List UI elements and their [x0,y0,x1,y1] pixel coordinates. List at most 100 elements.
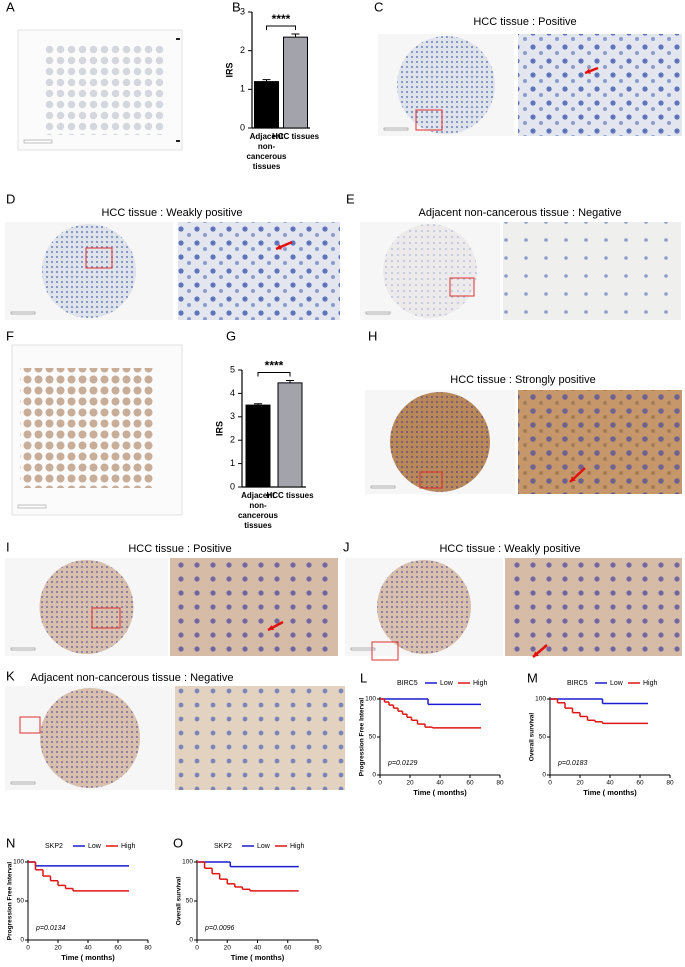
p-value: p=0.0129 [387,760,417,767]
panel-letter: N [6,835,15,850]
zoom-region [449,277,475,297]
significance-bracket [257,372,291,377]
legend-label: Low [610,680,624,687]
zoom-region [85,247,113,269]
legend-title: BIRC5 [567,680,588,687]
y-tick-label: 0 [230,481,235,491]
panel-letter: B [232,0,241,14]
y-tick-label: 5 [230,364,235,374]
zoom-image [175,686,345,790]
scale-bar [23,139,53,144]
y-tick-label: 50 [17,898,25,905]
x-tick-label: 60 [466,780,474,787]
x-tick-label: Adjacent non-cancerous tissues [237,491,279,530]
image-title: Adjacent non-cancerous tissue : Negative [30,672,233,684]
x-tick-label: 0 [548,780,552,787]
panel-letter: J [343,539,350,554]
bar [245,404,271,488]
y-tick-label: 100 [365,696,376,703]
error-bar [254,403,262,406]
error-bar [286,380,294,383]
image-title: Adjacent non-cancerous tissue : Negative [418,207,621,219]
bar [254,81,279,129]
bar [283,36,308,129]
arrow-head [585,68,591,74]
tissue-core [40,688,140,788]
y-tick-label: 3 [230,411,235,421]
slide-mark [176,140,180,142]
legend-label: Low [257,843,271,850]
x-tick-label: 60 [114,945,122,952]
tissue-core [42,224,136,318]
y-tick-label: 2 [240,45,245,55]
x-tick-label: 0 [26,945,30,952]
legend-title: BIRC5 [397,680,418,687]
arrow-head [533,651,539,657]
image-title: HCC tissue : Positive [473,16,576,28]
y-tick-label: 50 [186,898,194,905]
scale-bar [10,647,36,651]
y-tick-label: 0 [372,772,376,779]
legend-label: Low [88,843,102,850]
scale-bar [10,311,36,315]
image-title: HCC tissue : Weakly positive [439,543,580,555]
x-tick-label: 60 [284,945,292,952]
scale-bar [383,127,409,131]
zoom-image [518,34,682,136]
x-tick-label: 20 [54,945,62,952]
x-axis-label: Time ( months) [231,953,285,962]
significance-label: **** [272,12,291,26]
tissue-array-cores [20,368,155,488]
legend-label: High [121,843,136,850]
x-tick-label: 0 [195,945,199,952]
y-axis-label: IRS [214,421,224,436]
legend-label: Low [440,680,454,687]
y-tick-label: 50 [539,734,547,741]
y-axis-label: Overall survival [176,877,183,926]
x-tick-label: 40 [84,945,92,952]
x-tick-label: 80 [666,780,674,787]
arrow-head [570,476,576,482]
image-title: HCC tissue : Weakly positive [101,207,242,219]
arrow-head [268,624,274,631]
y-tick-label: 0 [542,772,546,779]
x-tick-label: 80 [496,780,504,787]
p-value: p=0.0134 [35,925,65,932]
legend-label: High [473,680,488,687]
tissue-core [390,392,490,492]
image-title: HCC tissue : Strongly positive [450,374,596,386]
scale-bar [370,485,396,489]
zoom-region [419,471,443,489]
scale-bar [10,781,36,785]
tissue-core [383,224,477,318]
x-tick-label: 20 [224,945,232,952]
significance-bracket [266,25,296,31]
zoom-image [518,390,682,494]
y-tick-label: 50 [369,734,377,741]
zoom-region [415,109,443,131]
panel-letter: E [346,191,355,206]
tissue-core [397,36,495,134]
p-value: p=0.0183 [557,760,587,767]
y-tick-label: 0 [189,937,193,944]
x-tick-label: 40 [436,780,444,787]
panel-letter: C [374,0,383,14]
y-tick-label: 0 [20,937,24,944]
zoom-image [505,558,682,656]
y-tick-label: 1 [240,84,245,94]
panel-letter: K [6,668,15,683]
scale-bar [17,504,47,509]
error-bar [291,33,300,38]
x-tick-label: HCC tissues [266,491,314,500]
scale-bar [365,311,391,315]
y-tick-label: 4 [230,388,235,398]
zoom-image [503,222,681,320]
y-axis-label: Progression Free Interval [359,698,366,777]
zoom-image [178,222,340,320]
panel-letter: A [6,0,15,14]
x-tick-label: 20 [406,780,414,787]
tissue-core [377,560,471,654]
panel-letter: G [226,328,236,343]
x-tick-label: 20 [576,780,584,787]
